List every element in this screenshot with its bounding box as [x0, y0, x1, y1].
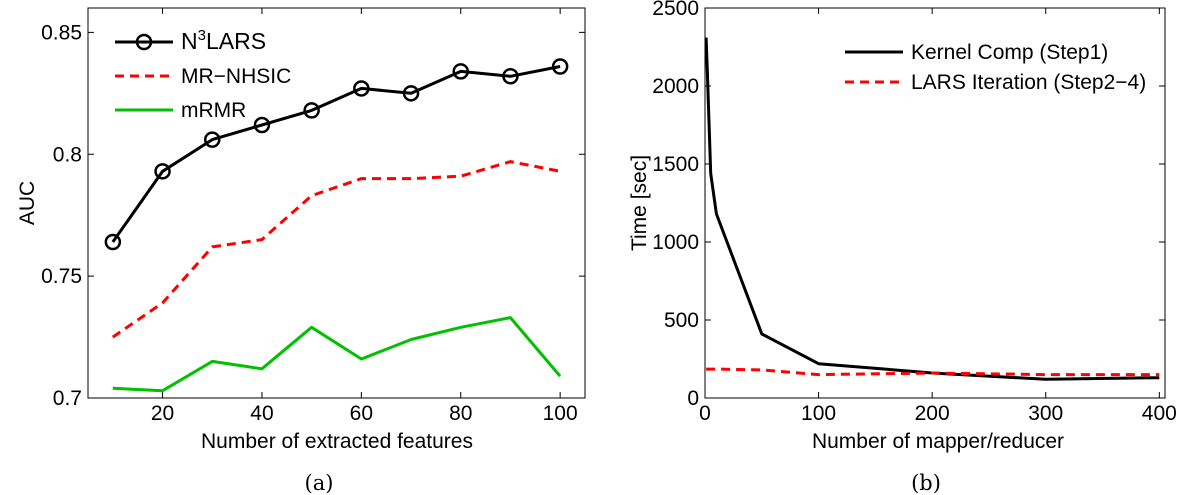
y-tick-label: 0.75 [41, 265, 82, 288]
x-tick-label: 400 [1142, 402, 1177, 425]
y-axis-ticks: 0 500 1000 1500 2000 2500 [652, 0, 1165, 410]
data-point [551, 58, 569, 75]
legend-label: N3LARS [181, 27, 266, 54]
series-layer [104, 58, 569, 393]
series-layer [704, 37, 1160, 381]
legend: N3LARS MR−NHSIC mRMR [115, 27, 291, 122]
legend-marker [135, 33, 153, 51]
legend-label: LARS Iteration (Step2−4) [911, 71, 1146, 94]
data-point [502, 68, 519, 85]
y-tick-label: 1500 [652, 153, 699, 176]
y-tick-label: 0.8 [53, 143, 82, 166]
x-axis-ticks: 20 40 60 80 100 [151, 8, 578, 425]
legend-label: mRMR [181, 99, 246, 122]
x-tick-label: 0 [699, 402, 711, 425]
legend: Kernel Comp (Step1) LARS Iteration (Step2… [845, 41, 1146, 94]
series-line [111, 160, 561, 339]
y-tick-label: 500 [664, 309, 699, 332]
x-axis-label: Number of extracted features [201, 430, 473, 453]
y-tick-label: 0 [687, 387, 699, 410]
x-axis-label: Number of mapper/reducer [812, 430, 1064, 453]
plot-frame [704, 7, 1166, 399]
data-point [154, 163, 171, 180]
data-point [353, 80, 370, 97]
y-axis-label: AUC [16, 181, 39, 225]
panel-caption: (b) [911, 471, 941, 495]
series-line [706, 367, 1160, 377]
x-tick-label: 80 [449, 402, 472, 425]
series-line [111, 65, 561, 243]
data-point [402, 85, 420, 102]
y-tick-label: 0.85 [41, 21, 82, 44]
data-point [253, 116, 271, 134]
y-tick-label: 1000 [652, 231, 699, 254]
chart-panel-b: 0 500 1000 1500 2000 2500 0 100 200 300 400 Kerne… [628, 0, 1177, 495]
x-axis-ticks: 0 100 200 300 400 [699, 8, 1177, 425]
series-line [112, 316, 562, 393]
series-line [704, 37, 1160, 381]
x-tick-label: 40 [250, 402, 273, 425]
x-tick-label: 100 [801, 402, 836, 425]
y-axis-label: Time [sec] [628, 155, 651, 251]
plot-frame [87, 7, 586, 399]
legend-label: Kernel Comp (Step1) [911, 41, 1108, 64]
x-tick-label: 300 [1028, 402, 1063, 425]
x-tick-label: 200 [915, 402, 950, 425]
y-tick-label: 2500 [652, 0, 699, 20]
x-tick-label: 100 [543, 402, 578, 425]
panel-caption: (a) [305, 471, 334, 495]
y-axis-ticks: 0.7 0.75 0.8 0.85 [41, 21, 585, 410]
data-point [204, 131, 221, 148]
chart-panel-a: 0.7 0.75 0.8 0.85 20 40 60 80 100 N3LARS MR−NHSI… [16, 7, 586, 495]
data-point [303, 102, 320, 119]
legend-label: MR−NHSIC [181, 65, 291, 88]
x-tick-label: 20 [151, 402, 174, 425]
x-tick-label: 60 [350, 402, 373, 425]
data-point [104, 233, 122, 251]
y-tick-label: 0.7 [53, 387, 82, 410]
y-tick-label: 2000 [652, 75, 699, 98]
data-point [452, 63, 469, 80]
